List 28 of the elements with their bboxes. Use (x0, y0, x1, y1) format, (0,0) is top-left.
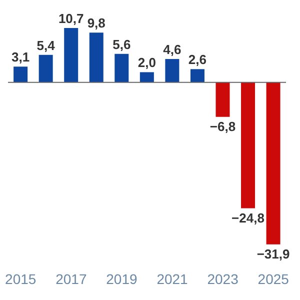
x-tick-label: 2015 (5, 270, 36, 287)
bar (89, 32, 104, 82)
data-label: 5,4 (36, 38, 56, 53)
x-tick-label: 2021 (156, 270, 188, 287)
bar (190, 69, 204, 82)
bar (216, 82, 230, 117)
bar (165, 58, 180, 82)
x-tick-label: 2023 (207, 270, 239, 287)
bar (114, 54, 129, 82)
data-label: 2,6 (188, 52, 207, 68)
bar (14, 66, 28, 82)
data-label: −6,8 (210, 118, 236, 134)
x-tick-label: 2017 (56, 270, 87, 287)
bar (38, 54, 53, 82)
data-label: 5,6 (112, 36, 131, 52)
data-label: 3,1 (12, 50, 30, 65)
data-label: 4,6 (163, 42, 182, 57)
data-label: 10,7 (58, 11, 84, 26)
bar (64, 28, 78, 82)
bar (266, 82, 280, 244)
bar (140, 72, 154, 82)
x-tick-label: 2019 (106, 270, 138, 287)
bar (241, 82, 256, 208)
data-label: −31,9 (256, 246, 290, 262)
data-label: 2,0 (138, 55, 156, 70)
x-tick-label: 2025 (258, 270, 290, 287)
data-label: −24,8 (232, 210, 264, 226)
data-label: 9,8 (87, 16, 106, 31)
